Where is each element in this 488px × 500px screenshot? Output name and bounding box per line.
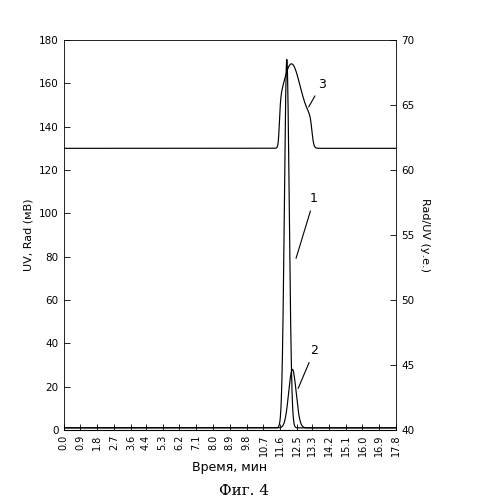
Y-axis label: UV, Rad (мВ): UV, Rad (мВ) [23,198,33,271]
Y-axis label: Rad/UV (у.е.): Rad/UV (у.е.) [419,198,429,272]
Text: Фиг. 4: Фиг. 4 [219,484,269,498]
Text: 1: 1 [295,192,317,258]
Text: 3: 3 [308,78,325,107]
X-axis label: Время, мин: Время, мин [192,460,267,473]
Text: 2: 2 [298,344,317,389]
